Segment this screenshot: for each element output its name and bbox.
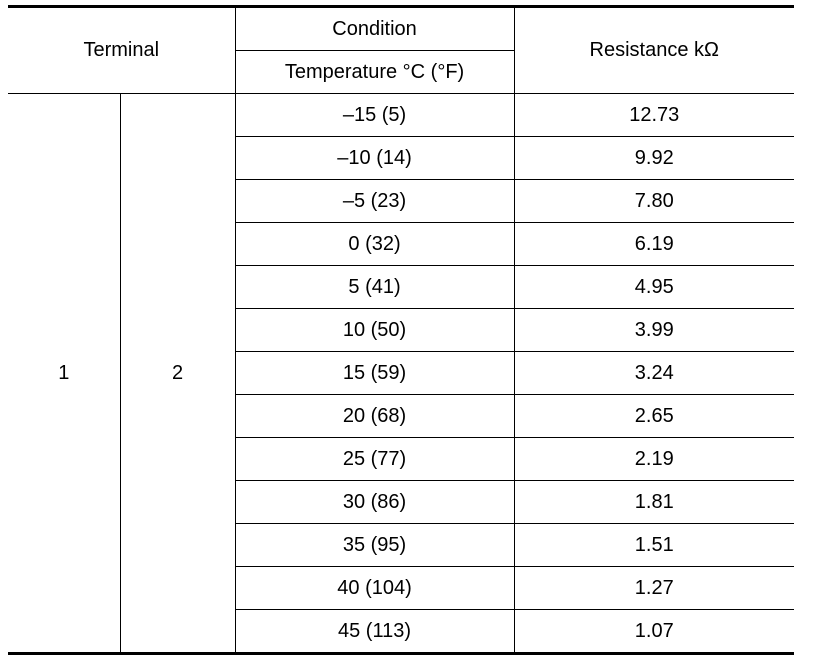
condition-header: Condition bbox=[234, 6, 515, 51]
terminal-header: Terminal bbox=[8, 6, 236, 94]
temperature-cell: 5 (41) bbox=[235, 265, 515, 309]
table-row: 25 (77) 2.19 bbox=[8, 437, 795, 481]
temperature-cell: 40 (104) bbox=[235, 566, 515, 610]
resistance-cell: 3.99 bbox=[513, 308, 795, 352]
temperature-cell: 20 (68) bbox=[235, 394, 515, 438]
table-row: 30 (86) 1.81 bbox=[8, 480, 795, 524]
table-row: 5 (41) 4.95 bbox=[8, 265, 795, 309]
table-row: 1 2 –15 (5) 12.73 bbox=[8, 93, 795, 654]
temperature-cell: 10 (50) bbox=[235, 308, 515, 352]
terminal-b-cell: 2 bbox=[119, 93, 236, 654]
resistance-spec-table: Terminal Condition Resistance kΩ Tempera… bbox=[8, 5, 795, 655]
resistance-cell: 1.27 bbox=[513, 566, 795, 610]
resistance-cell: 7.80 bbox=[513, 179, 795, 223]
resistance-cell: 1.51 bbox=[513, 523, 795, 567]
temperature-cell: 35 (95) bbox=[235, 523, 515, 567]
resistance-header: Resistance kΩ bbox=[513, 6, 795, 94]
resistance-cell: 2.19 bbox=[513, 437, 795, 481]
temperature-cell: –15 (5) bbox=[234, 93, 515, 137]
resistance-cell: 12.73 bbox=[513, 93, 795, 137]
temperature-cell: 15 (59) bbox=[235, 351, 515, 395]
terminal-a-cell: 1 bbox=[8, 93, 121, 654]
temperature-cell: 0 (32) bbox=[235, 222, 515, 266]
resistance-cell: 4.95 bbox=[513, 265, 795, 309]
temperature-cell: 45 (113) bbox=[235, 609, 515, 654]
table-row: 45 (113) 1.07 bbox=[8, 609, 795, 654]
table-row: –10 (14) 9.92 bbox=[8, 136, 795, 180]
table-row: 20 (68) 2.65 bbox=[8, 394, 795, 438]
resistance-cell: 1.07 bbox=[513, 609, 795, 654]
resistance-cell: 3.24 bbox=[513, 351, 795, 395]
resistance-cell: 2.65 bbox=[513, 394, 795, 438]
temperature-cell: –10 (14) bbox=[235, 136, 515, 180]
temperature-cell: –5 (23) bbox=[235, 179, 515, 223]
table-row: 15 (59) 3.24 bbox=[8, 351, 795, 395]
temperature-header: Temperature °C (°F) bbox=[235, 50, 515, 94]
resistance-cell: 1.81 bbox=[513, 480, 795, 524]
temperature-cell: 25 (77) bbox=[235, 437, 515, 481]
table-row: 10 (50) 3.99 bbox=[8, 308, 795, 352]
resistance-cell: 9.92 bbox=[513, 136, 795, 180]
resistance-cell: 6.19 bbox=[513, 222, 795, 266]
temperature-cell: 30 (86) bbox=[235, 480, 515, 524]
